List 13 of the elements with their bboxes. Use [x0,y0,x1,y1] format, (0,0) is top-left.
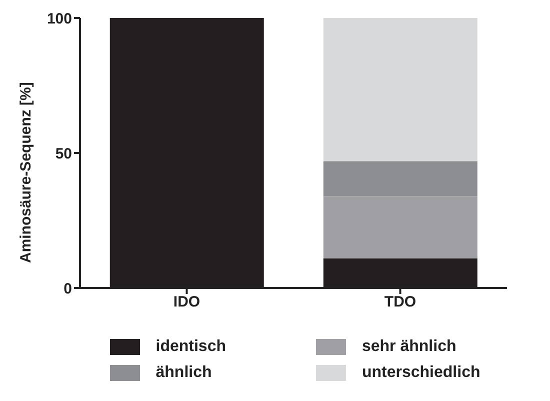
legend-label: sehr ähnlich [362,338,456,356]
y-tick-label: 0 [64,280,72,298]
y-tick-label: 50 [55,145,72,162]
x-tick-label: IDO [173,294,200,311]
y-tick-label: 100 [46,10,72,28]
bar [323,161,478,196]
legend-label: identisch [156,338,226,356]
legend-label: ähnlich [156,364,212,382]
y-axis-title: Aminosäure-Sequenz [%] [17,82,34,263]
bar [323,18,478,162]
x-tick-label: TDO [384,294,416,311]
bar [323,196,478,258]
legend-label: unterschiedlich [362,364,480,382]
